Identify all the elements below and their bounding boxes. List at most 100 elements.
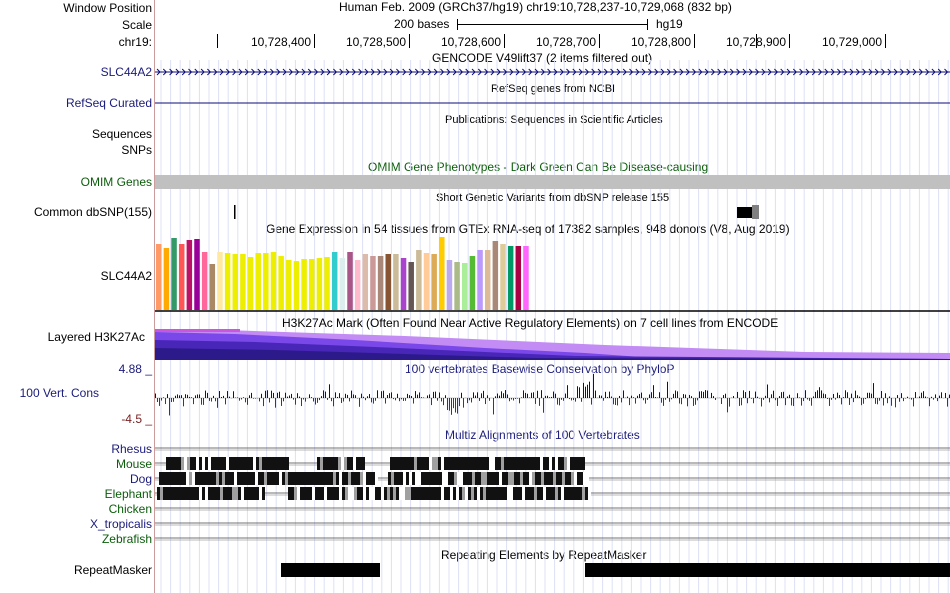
multiz-alignment-base [207,472,210,485]
multiz-alignment-base [405,487,408,500]
omim-track-title: OMIM Gene Phenotypes - Dark Green Can Be… [368,160,709,174]
multiz-alignment-base [501,457,504,470]
multiz-alignment-base [583,472,586,485]
multiz-alignment-base [417,457,420,470]
multiz-alignment-base [366,487,369,500]
multiz-alignment-base [462,457,465,470]
cons-bar-neg [413,398,414,404]
strand-arrow [188,68,193,76]
cons-bar-neg [883,398,884,406]
cons-bar-pos [773,390,774,398]
cons-bar-pos [659,392,660,398]
cons-bar-neg [431,398,432,406]
cons-bar-neg [493,398,494,415]
multiz-alignment-base [177,472,180,485]
multiz-species-chicken[interactable]: Chicken [108,502,152,516]
cons-bar-neg [715,398,716,400]
track-label-divider [154,0,155,593]
dbsnp-track-label[interactable]: Common dbSNP(155) [33,205,152,219]
multiz-alignment-base [393,487,396,500]
cons-bar-pos [537,390,538,398]
gencode-track-label[interactable]: SLC44A2 [100,65,152,79]
strand-arrow [786,68,791,76]
track-graphics[interactable] [155,0,950,593]
cons-bar-neg [827,398,828,399]
multiz-species-dog[interactable]: Dog [129,472,152,486]
cons-bar-pos [789,394,790,398]
gtex-expression-bars [156,237,529,310]
multiz-alignment-base [172,457,175,470]
h3k27ac-track-label[interactable]: Layered H3K27Ac [47,330,145,344]
gtex-tissue-bar [500,244,506,310]
multiz-alignment-base [504,457,507,470]
cons-bar-neg [293,398,294,400]
multiz-alignment-base [460,472,463,485]
base-position-ruler[interactable]: 10,728,400 10,728,500 10,728,600 10,728,700… [155,33,950,49]
refseq-track-label[interactable]: RefSeq Curated [65,96,152,110]
gtex-tissue-bar [247,257,254,310]
cons-track-label[interactable]: 100 Vert. Cons [19,386,99,400]
multiz-alignment-base [529,472,532,485]
multiz-species-mouse[interactable]: Mouse [115,457,152,471]
multiz-alignment-base [283,457,286,470]
multiz-alignment-base [169,457,172,470]
cons-bar-neg [629,398,630,406]
cons-bar-pos [593,373,594,398]
multiz-alignment-base [271,457,274,470]
multiz-species-rhesus[interactable]: Rhesus [111,442,152,456]
cons-bar-pos [505,390,506,398]
cons-bar-pos [547,395,548,398]
cons-bar-neg [479,398,480,401]
cons-bar-neg [253,398,254,399]
cons-bar-pos [325,391,326,398]
cons-bar-pos [181,395,182,398]
multiz-alignment-base [402,457,405,470]
cons-bar-neg [569,398,570,400]
publications-track-label[interactable]: Sequences [91,127,152,141]
strand-arrow [326,68,331,76]
omim-track-label[interactable]: OMIM Genes [80,175,152,189]
multiz-alignment-base [495,457,498,470]
cons-bar-neg [349,398,350,402]
multiz-alignment-base [286,457,289,470]
ruler-tick [694,34,695,48]
multiz-alignment-base [579,457,582,470]
cons-bar-pos [409,395,410,398]
multiz-alignment-base [390,487,393,500]
strand-arrow [433,68,438,76]
cons-bar-pos [901,393,902,398]
cons-bar-pos [329,384,330,398]
multiz-alignment-base [366,472,369,485]
multiz-alignment-base [229,487,232,500]
strand-arrow [572,68,577,76]
strand-arrow [358,68,363,76]
repeatmasker-track-label[interactable]: RepeatMasker [73,563,152,577]
multiz-species-x-tropicalis[interactable]: X_tropicalis [89,517,152,531]
gtex-tissue-bar [171,238,177,310]
cons-bar-neg [463,398,464,408]
strand-arrow [232,68,237,76]
dbsnp-variant-1 [234,205,236,219]
cons-bar-pos [339,393,340,398]
cons-bar-pos [545,395,546,398]
snps-track-label[interactable]: SNPs [121,143,152,157]
multiz-alignment-base [534,457,537,470]
h3k27ac-track-title: H3K27Ac Mark (Often Found Near Active Re… [282,316,779,330]
cons-bar-pos [367,396,368,398]
ruler-tick [599,34,600,48]
gtex-track-label[interactable]: SLC44A2 [100,269,152,283]
cons-bar-pos [833,394,834,398]
cons-bar-pos [391,392,392,398]
cons-bar-neg [679,398,680,404]
cons-bar-neg [671,398,672,400]
multiz-species-zebrafish[interactable]: Zebrafish [101,532,152,546]
cons-bar-neg [603,398,604,401]
multiz-species-elephant[interactable]: Elephant [104,487,152,501]
multiz-alignment-base [220,487,223,500]
multiz-alignment-base [429,457,432,470]
multiz-alignment-base [487,472,490,485]
multiz-alignment-base [342,472,345,485]
multiz-alignment-base [198,472,201,485]
multiz-alignment-base [306,487,309,500]
strand-arrow [213,68,218,76]
